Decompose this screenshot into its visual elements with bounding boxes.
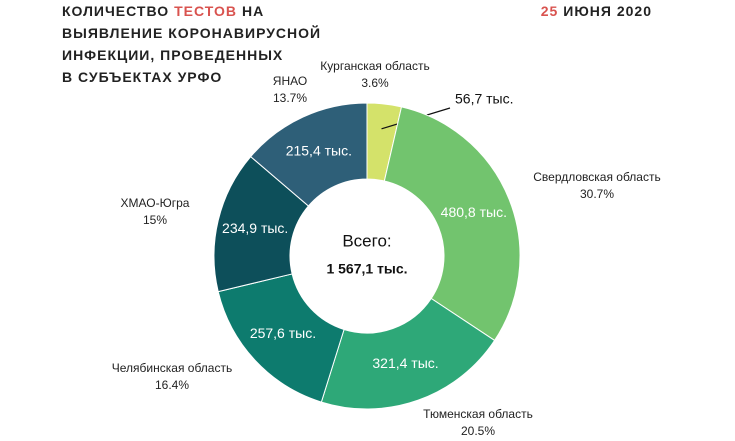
category-label: Свердловская область [533,170,660,184]
percent-label: 20.5% [461,424,495,438]
chart-title-part: КОЛИЧЕСТВО [62,3,169,19]
percent-label: 13.7% [273,91,307,105]
date-part: 25 [541,3,559,19]
slice [383,106,521,342]
slice [217,273,345,403]
date-part: ИЮНЯ 2020 [563,3,652,19]
chart-title-part: ИНФЕКЦИИ, ПРОВЕДЕННЫХ [62,47,283,63]
category-label: Челябинская область [112,361,232,375]
chart-title-part: НА [242,3,264,19]
value-label: 480,8 тыс. [441,204,507,220]
total-value: 1 567,1 тыс. [326,261,407,277]
chart-title-line: КОЛИЧЕСТВО ТЕСТОВ НА [62,3,264,19]
chart-title-line: В СУБЪЕКТАХ УРФО [62,69,222,85]
value-label: 321,4 тыс. [372,355,438,371]
category-label: Тюменская область [423,407,533,421]
total-caption: Всего: [342,231,391,250]
value-label: 234,9 тыс. [222,220,288,236]
value-label: 215,4 тыс. [286,142,352,158]
slice [249,102,368,207]
category-label: Курганская область [320,59,429,73]
chart-title-part: ВЫЯВЛЕНИЕ КОРОНАВИРУСНОЙ [62,24,321,41]
percent-label: 16.4% [155,378,189,392]
chart-title-line: ВЫЯВЛЕНИЕ КОРОНАВИРУСНОЙ [62,24,321,41]
value-label: 257,6 тыс. [250,325,316,341]
chart-title-part: В СУБЪЕКТАХ УРФО [62,69,222,85]
slice [320,297,496,410]
percent-label: 30.7% [580,187,614,201]
date: 25 ИЮНЯ 2020 [541,3,652,19]
percent-label: 15% [143,213,167,227]
value-label: 56,7 тыс. [455,91,514,107]
chart-title-line: ИНФЕКЦИИ, ПРОВЕДЕННЫХ [62,47,283,63]
category-label: ХМАО-Югра [121,196,190,210]
chart-title-part: ТЕСТОВ [174,3,237,19]
category-label: ЯНАО [273,74,307,88]
percent-label: 3.6% [361,76,389,90]
